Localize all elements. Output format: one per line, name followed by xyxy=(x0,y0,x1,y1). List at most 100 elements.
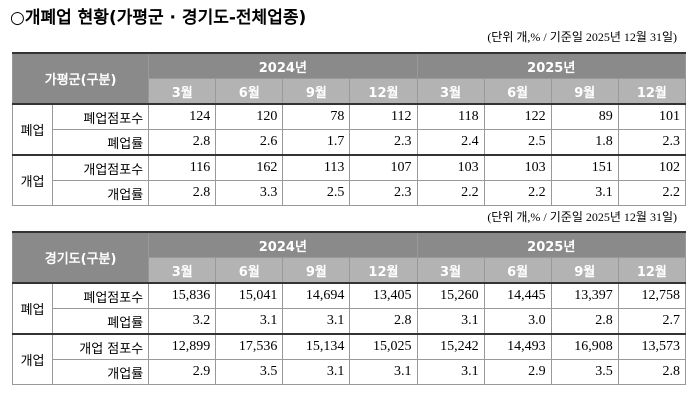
cell: 1.8 xyxy=(550,129,619,156)
data-row: 개업률 2.8 3.3 2.5 2.3 2.2 2.2 3.1 2.2 xyxy=(13,180,687,206)
cell: 14,694 xyxy=(282,282,351,309)
cell: 2.2 xyxy=(617,180,687,206)
group-label: 개업 xyxy=(11,333,54,385)
cell: 3.1 xyxy=(349,359,418,385)
row-label: 폐업점포수 xyxy=(52,282,150,309)
cell: 2.8 xyxy=(550,308,619,335)
cell: 16,908 xyxy=(550,333,619,360)
unit-note: (단위 개,% / 기준일 2025년 12월 31일) xyxy=(487,210,677,224)
corner-header: 경기도(구분) xyxy=(11,231,150,284)
month-header: 9월 xyxy=(282,257,351,284)
month-header: 6월 xyxy=(215,257,284,284)
month-header: 12월 xyxy=(349,78,418,105)
month-header: 3월 xyxy=(416,78,485,105)
cell: 2.8 xyxy=(148,180,217,206)
month-header: 9월 xyxy=(550,257,619,284)
year-header: 2024년 xyxy=(148,231,418,258)
cell: 15,025 xyxy=(349,333,418,360)
cell: 124 xyxy=(148,103,217,130)
row-label: 개업점포수 xyxy=(52,154,150,181)
cell: 15,836 xyxy=(148,282,217,309)
cell: 2.2 xyxy=(483,180,552,206)
stats-table: 가평군(구분) 2024년 2025년 3월 6월 9월 12월 3월 6월 9월 12월 폐업 폐업점… xyxy=(11,52,687,206)
cell: 112 xyxy=(349,103,418,130)
cell: 3.1 xyxy=(215,308,284,335)
cell: 102 xyxy=(617,154,687,181)
cell: 12,899 xyxy=(148,333,217,360)
cell: 103 xyxy=(483,154,552,181)
row-label: 개업률 xyxy=(52,180,150,206)
header-row: 경기도(구분) 2024년 2025년 xyxy=(11,231,687,284)
cell: 2.2 xyxy=(416,180,485,206)
month-header: 12월 xyxy=(617,78,687,105)
cell: 3.5 xyxy=(215,359,284,385)
cell: 3.1 xyxy=(550,180,619,206)
data-row: 개업 개업점포수 116 162 113 107 103 103 151 102 xyxy=(11,154,687,206)
group-label: 폐업 xyxy=(11,282,54,335)
cell: 2.3 xyxy=(349,129,418,156)
cell: 2.9 xyxy=(148,359,217,385)
cell: 2.5 xyxy=(483,129,552,156)
cell: 13,573 xyxy=(617,333,687,360)
cell: 15,041 xyxy=(215,282,284,309)
month-row: 3월 6월 9월 12월 3월 6월 9월 12월 xyxy=(13,257,687,284)
year-header: 2024년 xyxy=(148,52,418,79)
title: ○개폐업 현황(가평군 · 경기도-전체업종) xyxy=(10,8,307,28)
cell: 2.7 xyxy=(617,308,687,335)
month-header: 6월 xyxy=(215,78,284,105)
cell: 12,758 xyxy=(617,282,687,309)
cell: 122 xyxy=(483,103,552,130)
stats-table: 경기도(구분) 2024년 2025년 3월 6월 9월 12월 3월 6월 9월 12월 폐업 폐업점… xyxy=(11,231,687,385)
data-row: 폐업 폐업점포수 124 120 78 112 118 122 89 101 xyxy=(11,103,687,156)
cell: 107 xyxy=(349,154,418,181)
cell: 2.8 xyxy=(349,308,418,335)
cell: 2.5 xyxy=(282,180,351,206)
month-header: 3월 xyxy=(416,257,485,284)
cell: 1.7 xyxy=(282,129,351,156)
year-header: 2025년 xyxy=(416,231,687,258)
cell: 2.8 xyxy=(617,359,687,385)
row-label: 폐업률 xyxy=(52,308,150,335)
cell: 89 xyxy=(550,103,619,130)
cell: 2.8 xyxy=(148,129,217,156)
unit-note: (단위 개,% / 기준일 2025년 12월 31일) xyxy=(487,30,677,44)
cell: 3.2 xyxy=(148,308,217,335)
cell: 2.3 xyxy=(617,129,687,156)
month-row: 3월 6월 9월 12월 3월 6월 9월 12월 xyxy=(13,78,687,105)
cell: 13,405 xyxy=(349,282,418,309)
data-row: 폐업률 2.8 2.6 1.7 2.3 2.4 2.5 1.8 2.3 xyxy=(13,129,687,156)
cell: 103 xyxy=(416,154,485,181)
cell: 17,536 xyxy=(215,333,284,360)
cell: 78 xyxy=(282,103,351,130)
cell: 3.5 xyxy=(550,359,619,385)
row-label: 폐업률 xyxy=(52,129,150,156)
cell: 2.9 xyxy=(483,359,552,385)
cell: 14,445 xyxy=(483,282,552,309)
cell: 3.3 xyxy=(215,180,284,206)
cell: 120 xyxy=(215,103,284,130)
month-header: 9월 xyxy=(282,78,351,105)
cell: 151 xyxy=(550,154,619,181)
cell: 2.3 xyxy=(349,180,418,206)
month-header: 3월 xyxy=(148,78,217,105)
cell: 15,260 xyxy=(416,282,485,309)
cell: 3.1 xyxy=(416,308,485,335)
cell: 15,134 xyxy=(282,333,351,360)
month-header: 12월 xyxy=(349,257,418,284)
cell: 118 xyxy=(416,103,485,130)
data-row: 개업률 2.9 3.5 3.1 3.1 3.1 2.9 3.5 2.8 xyxy=(13,359,687,385)
cell: 116 xyxy=(148,154,217,181)
month-header: 9월 xyxy=(550,78,619,105)
group-label: 폐업 xyxy=(11,103,54,156)
month-header: 12월 xyxy=(617,257,687,284)
header-row: 가평군(구분) 2024년 2025년 xyxy=(11,52,687,105)
data-row: 개업 개업 점포수 12,899 17,536 15,134 15,025 15,242 14… xyxy=(11,333,687,385)
row-label: 개업률 xyxy=(52,359,150,385)
data-row: 폐업률 3.2 3.1 3.1 2.8 3.1 3.0 2.8 2.7 xyxy=(13,308,687,335)
month-header: 6월 xyxy=(483,257,552,284)
month-header: 6월 xyxy=(483,78,552,105)
cell: 3.1 xyxy=(282,359,351,385)
data-row: 폐업 폐업점포수 15,836 15,041 14,694 13,405 15,260 14,… xyxy=(11,282,687,335)
cell: 2.6 xyxy=(215,129,284,156)
